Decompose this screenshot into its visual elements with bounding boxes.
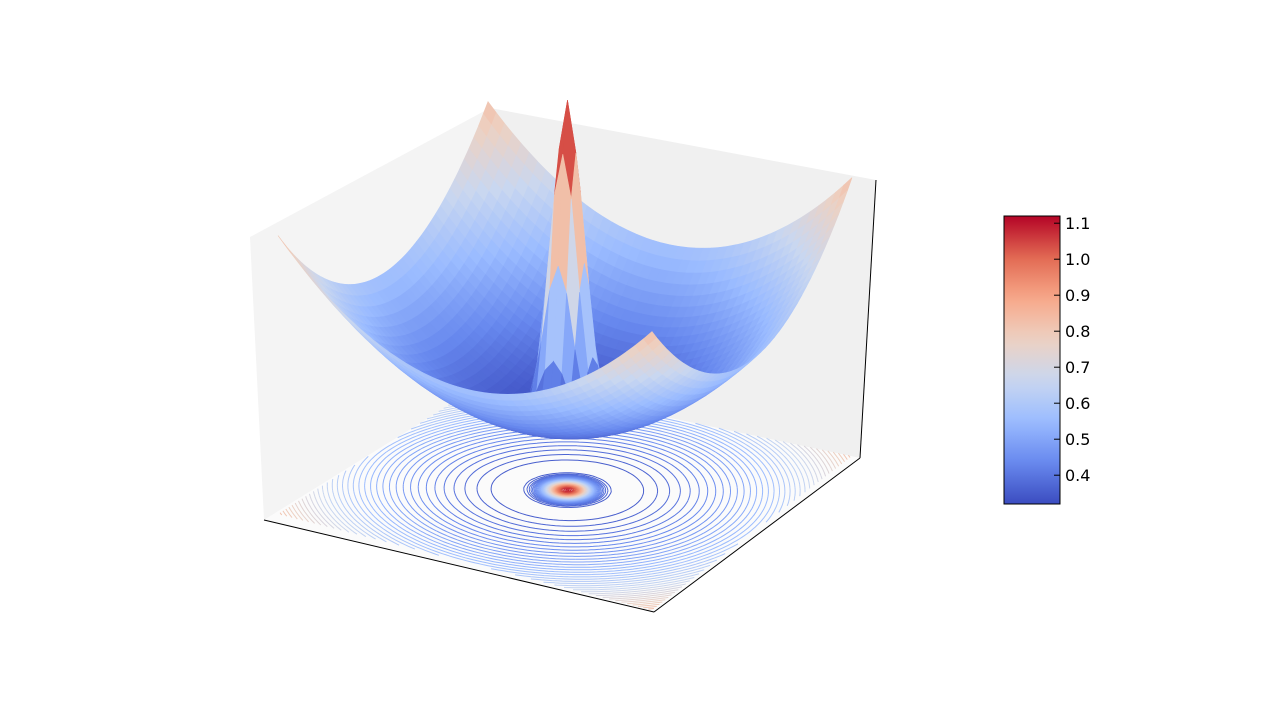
- contour-line: [425, 434, 709, 548]
- contour-line: [395, 423, 738, 560]
- colorbar-tick-label: 0.4: [1065, 466, 1090, 485]
- y-axis-line: [653, 457, 861, 613]
- colorbar-ticks: 0.4 0.5 0.6 0.7 0.8 0.9 1.0 1.1: [1054, 214, 1090, 485]
- colorbar-gradient: [1003, 215, 1061, 505]
- contour-line: [490, 459, 645, 522]
- contour-line: [464, 449, 671, 532]
- contour-line: [476, 454, 659, 527]
- surface-plot: [277, 100, 853, 440]
- contour-line: [443, 441, 691, 541]
- colorbar-tick-label: 0.9: [1065, 286, 1090, 305]
- colorbar-tick-label: 0.8: [1065, 322, 1090, 341]
- contour-line: [453, 445, 681, 537]
- contour-line: [565, 488, 570, 492]
- colorbar-tick-label: 1.0: [1065, 250, 1090, 269]
- colorbar-tick-label: 0.5: [1065, 430, 1090, 449]
- surface-patch: [643, 331, 657, 346]
- x-axis-line: [263, 519, 655, 613]
- z-axis-line: [859, 179, 877, 459]
- axes-edges: [263, 179, 877, 613]
- colorbar: 0.4 0.5 0.6 0.7 0.8 0.9 1.0 1.1: [1003, 214, 1090, 505]
- contour-line: [410, 428, 724, 554]
- colorbar-tick-label: 0.7: [1065, 358, 1090, 377]
- colorbar-tick-label: 1.1: [1065, 214, 1090, 233]
- contour-line: [563, 488, 572, 492]
- colorbar-tick-label: 0.6: [1065, 394, 1090, 413]
